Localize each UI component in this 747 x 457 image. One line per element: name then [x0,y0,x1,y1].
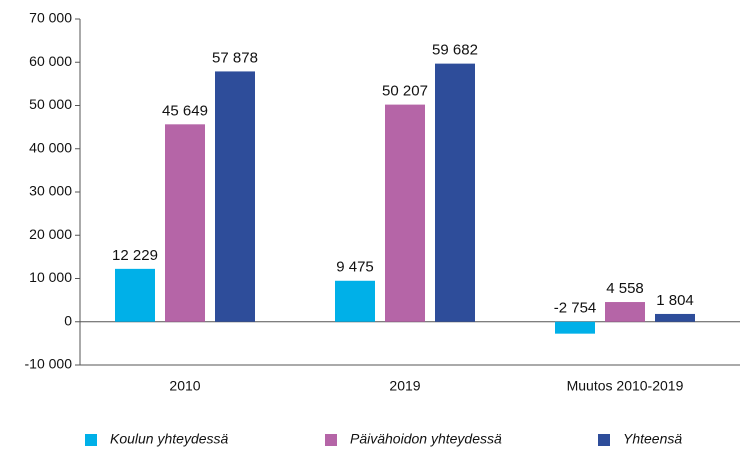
bar [115,268,155,322]
legend-swatch [598,434,610,446]
legend-swatch [85,434,97,446]
x-tick-label: Muutos 2010-2019 [567,378,684,394]
y-tick-label: 0 [64,312,72,328]
data-label: 4 558 [606,280,644,297]
data-label: 50 207 [382,83,428,100]
data-label: 9 475 [336,259,374,276]
data-label: 59 682 [432,42,478,59]
bar [335,280,375,322]
data-label: 57 878 [212,49,258,66]
x-tick-label: 2019 [389,378,420,394]
y-tick-label: 70 000 [29,10,72,26]
bar [655,313,695,322]
x-tick-label: 2010 [169,378,200,394]
y-tick-label: 20 000 [29,226,72,242]
data-label: 12 229 [112,247,158,264]
y-tick-label: 30 000 [29,183,72,199]
data-label: 1 804 [656,292,694,309]
y-tick-label: -10 000 [25,356,73,372]
bar [435,63,475,322]
legend-label: Koulun yhteydessä [110,431,229,447]
bar [555,321,595,334]
legend-swatch [325,434,337,446]
data-label: 45 649 [162,102,208,119]
bar [215,71,255,322]
y-tick-label: 60 000 [29,53,72,69]
data-label: -2 754 [554,300,597,317]
bar [385,104,425,322]
y-tick-label: 10 000 [29,269,72,285]
legend-label: Päivähoidon yhteydessä [350,431,502,447]
bar [605,302,645,322]
y-tick-label: 50 000 [29,96,72,112]
y-tick-label: 40 000 [29,139,72,155]
bar [165,124,205,322]
legend-label: Yhteensä [623,431,682,447]
